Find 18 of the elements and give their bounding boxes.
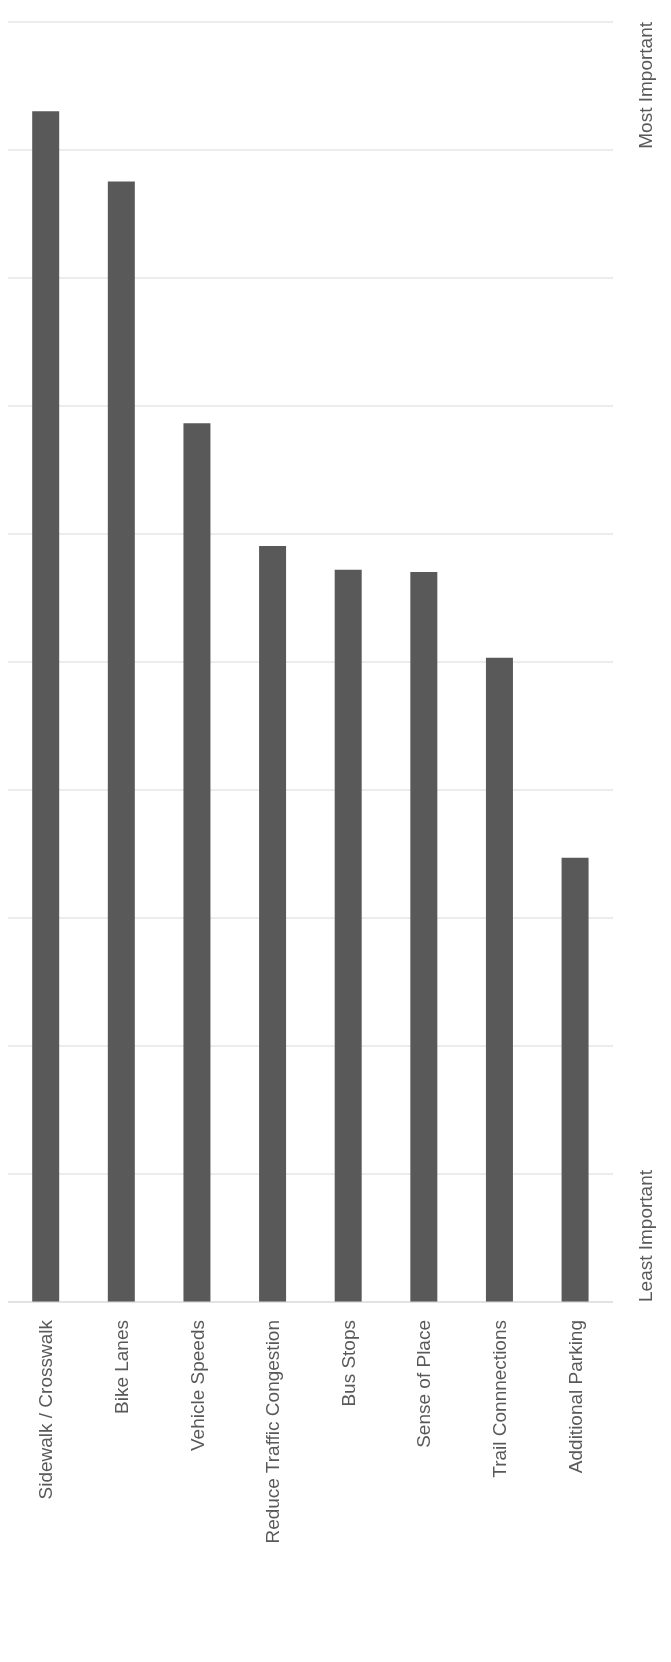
bar: [259, 545, 287, 1302]
x-tick-label: Reduce Traffic Congestion: [262, 1320, 284, 1544]
bar: [561, 857, 589, 1302]
bar: [107, 181, 135, 1302]
x-tick-label: Trail Connnections: [489, 1320, 511, 1478]
x-tick-label: Sidewalk / Crosswalk: [35, 1319, 57, 1500]
bar: [334, 569, 362, 1302]
text: Least Important: [634, 1169, 656, 1302]
bar: [183, 423, 211, 1302]
x-tick-label: Bike Lanes: [110, 1320, 132, 1415]
x-tick-label: Bus Stops: [337, 1320, 359, 1407]
bar: [485, 657, 513, 1302]
x-tick-label: Sense of Place: [413, 1320, 435, 1448]
bar: [32, 111, 60, 1302]
x-tick-label: Vehicle Speeds: [186, 1320, 208, 1451]
x-tick-label: Additional Parking: [564, 1320, 586, 1474]
bar: [410, 572, 438, 1302]
text: Most Important: [634, 21, 656, 149]
